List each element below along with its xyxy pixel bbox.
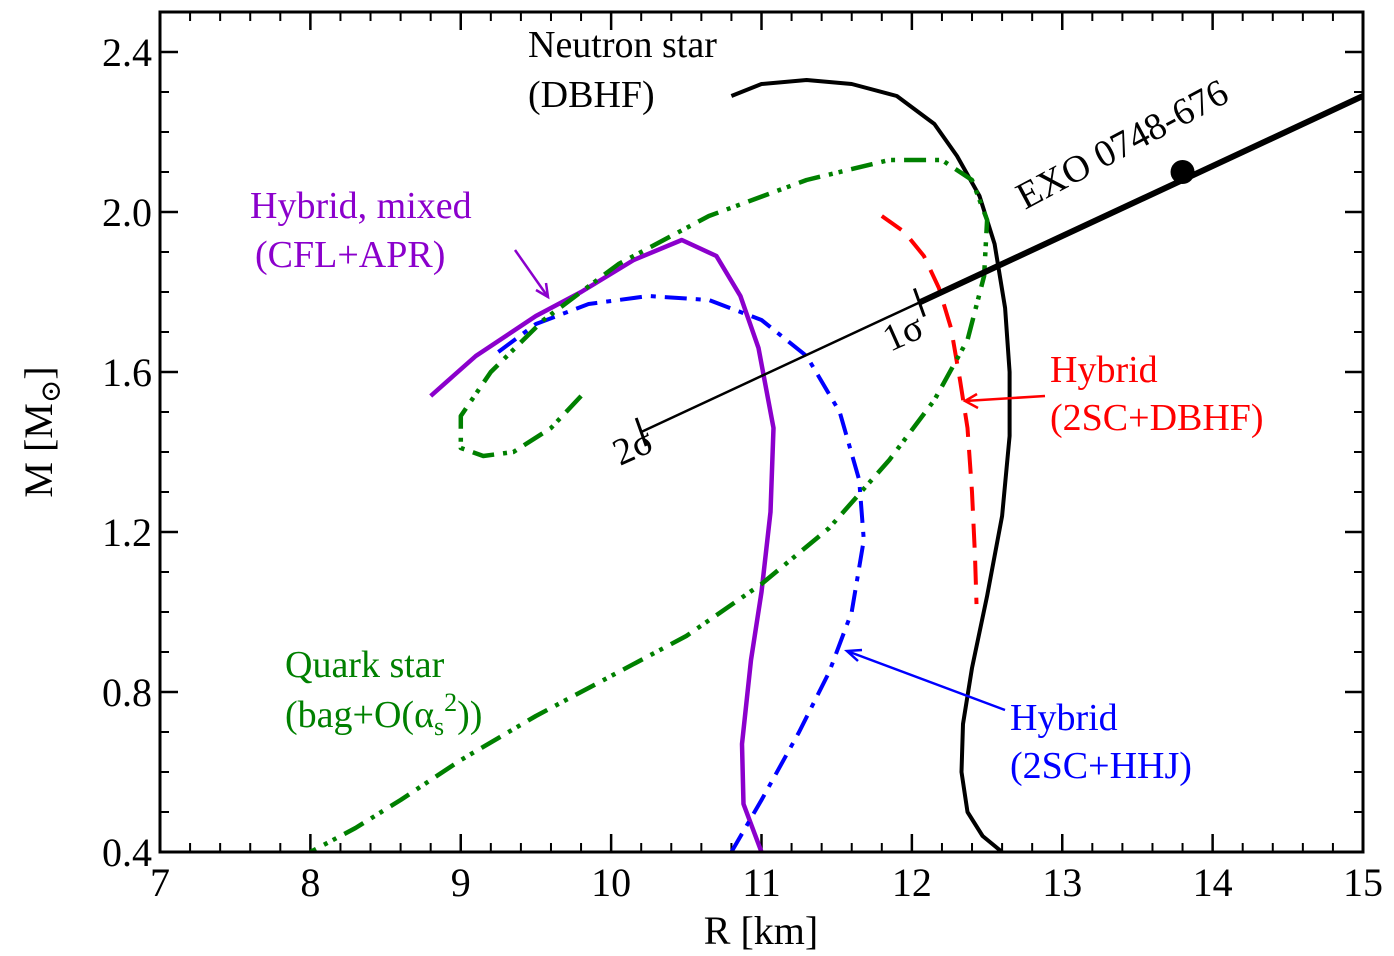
- series-layer: [309, 78, 1012, 852]
- label-1sigma: 1σ: [877, 306, 930, 360]
- y-tick-label: 2.0: [102, 190, 152, 235]
- label-hybrid-dbhf-1: Hybrid: [1050, 349, 1158, 391]
- quark-label-part-b: )): [457, 694, 482, 736]
- x-axis-title: R [km]: [704, 908, 818, 953]
- x-tick-label: 9: [451, 860, 471, 905]
- x-tick-label: 10: [591, 860, 631, 905]
- label-hybrid-mixed-2: (CFL+APR): [255, 234, 445, 276]
- arrow-hybrid-mixed: [513, 249, 550, 300]
- exo-data-point: [1170, 160, 1195, 184]
- series-quark-curve: [309, 157, 990, 852]
- series-dbhf2sc-curve: [880, 214, 979, 605]
- label-quark-star-1: Quark star: [285, 644, 445, 686]
- label-hybrid-mixed-1: Hybrid, mixed: [250, 185, 472, 227]
- x-tick-label: 15: [1343, 860, 1383, 905]
- series-mixed-curve: [429, 237, 776, 852]
- series-neutron-curve: [730, 78, 1012, 852]
- y-tick-label: 1.6: [102, 350, 152, 395]
- y-tick-label: 0.4: [102, 830, 152, 875]
- y-tick-label: 0.8: [102, 670, 152, 715]
- y-axis-title: M [M⊙]: [16, 366, 67, 497]
- label-neutron-star-2: (DBHF): [528, 74, 655, 116]
- exo-1sigma-bar: [912, 287, 926, 318]
- tick-labels: 7 8 9 10 11 12 13 14 15 0.4 0.8 1.2 1.6 2.0 2.4: [102, 30, 1383, 905]
- y-axis-title-main: M [M: [16, 403, 61, 497]
- quark-label-sub: s: [434, 712, 444, 741]
- label-neutron-star-1: Neutron star: [528, 24, 717, 66]
- plot-frame: [158, 10, 1365, 854]
- y-tick-label: 2.4: [102, 30, 152, 75]
- label-hybrid-dbhf-2: (2SC+DBHF): [1050, 397, 1264, 439]
- quark-label-alpha: α: [414, 694, 434, 736]
- quark-label-part-a: (bag+O(: [285, 694, 414, 736]
- series-hhj-curve: [497, 294, 866, 852]
- x-tick-label: 11: [742, 860, 781, 905]
- x-tick-label: 7: [150, 860, 170, 905]
- label-exo: EXO 0748-676: [1010, 71, 1236, 218]
- exo-constraint: [634, 93, 1363, 447]
- exo-2sigma-segment: [640, 301, 920, 434]
- y-axis-title-close: ]: [16, 366, 61, 379]
- exo-1sigma-segment: [918, 93, 1363, 306]
- x-tick-label: 14: [1193, 860, 1233, 905]
- quark-label-sup: 2: [444, 688, 457, 717]
- arrow-hybrid-dbhf: [962, 392, 1046, 410]
- exo-2sigma-bar: [634, 417, 648, 447]
- x-tick-label: 13: [1042, 860, 1082, 905]
- x-tick-label: 8: [300, 860, 320, 905]
- label-hybrid-hhj-1: Hybrid: [1010, 697, 1118, 739]
- label-quark-star-2: (bag+O(αs2)): [285, 688, 482, 741]
- x-tick-label: 12: [892, 860, 932, 905]
- y-tick-label: 1.2: [102, 510, 152, 555]
- label-hybrid-hhj-2: (2SC+HHJ): [1010, 745, 1192, 787]
- arrow-hybrid-hhj: [843, 648, 1006, 712]
- y-axis-title-sun-subscript: ⊙: [36, 380, 67, 403]
